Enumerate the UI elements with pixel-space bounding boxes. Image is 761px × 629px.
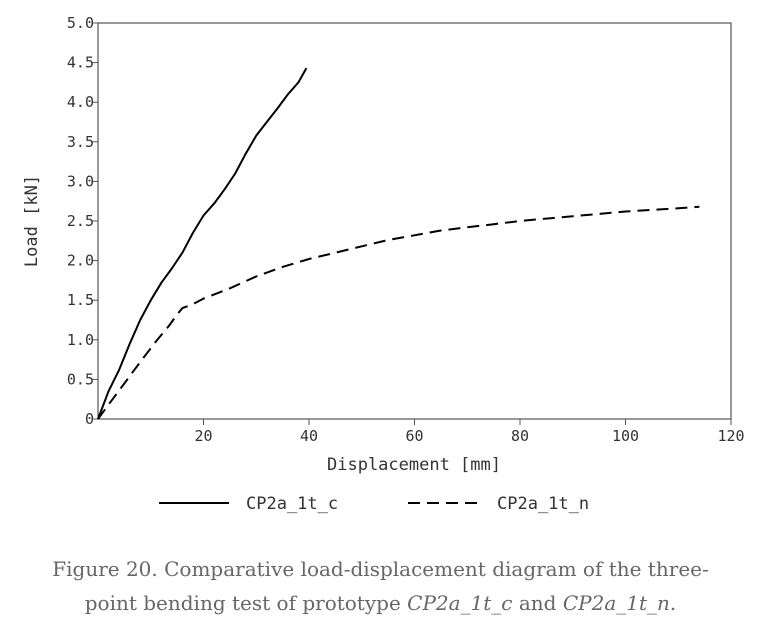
plot-frame bbox=[97, 22, 732, 420]
legend-label-cp2a-1t-c: CP2a_1t_c bbox=[246, 494, 338, 514]
y-tick-label: 3.5 bbox=[67, 133, 94, 151]
y-tick-label: 2.0 bbox=[67, 252, 94, 270]
y-tick-label: 1.0 bbox=[67, 331, 94, 349]
caption-series-n: CP2a_1t_n bbox=[562, 591, 670, 615]
y-tick-label: 3.0 bbox=[67, 172, 94, 190]
y-tick-label: 5.0 bbox=[67, 14, 94, 32]
x-tick-label: 40 bbox=[300, 427, 318, 445]
y-tick-label: 4.5 bbox=[67, 54, 94, 72]
x-tick-label: 60 bbox=[405, 427, 423, 445]
y-tick-label: 4.0 bbox=[67, 93, 94, 111]
caption-line-1: Figure 20. Comparative load-displacement… bbox=[20, 552, 741, 586]
legend-label-cp2a-1t-n: CP2a_1t_n bbox=[497, 494, 589, 514]
y-tick-label: 2.5 bbox=[67, 212, 94, 230]
legend: CP2a_1t_c CP2a_1t_n bbox=[159, 494, 589, 514]
y-axis-ticks: 0 0.5 1.0 1.5 2.0 2.5 3.0 3.5 4.0 4.5 5.0 bbox=[67, 14, 98, 428]
x-tick-label: 120 bbox=[717, 427, 744, 445]
caption-connector: and bbox=[512, 591, 563, 615]
figure-caption: Figure 20. Comparative load-displacement… bbox=[20, 552, 741, 620]
caption-line-2: point bending test of prototype CP2a_1t_… bbox=[20, 586, 741, 620]
y-tick-label: 0.5 bbox=[67, 370, 94, 388]
caption-line-1-text: Figure 20. Comparative load-displacement… bbox=[52, 557, 709, 581]
caption-line-2-suffix: . bbox=[669, 591, 677, 615]
x-tick-label: 100 bbox=[612, 427, 639, 445]
caption-series-c: CP2a_1t_c bbox=[407, 591, 513, 615]
y-tick-label: 0 bbox=[85, 410, 94, 428]
series-layer bbox=[97, 67, 700, 420]
y-axis-label: Load [kN] bbox=[22, 175, 42, 267]
caption-line-2-prefix: point bending test of prototype bbox=[84, 591, 408, 615]
x-tick-label: 20 bbox=[194, 427, 212, 445]
y-tick-label: 1.5 bbox=[67, 291, 94, 309]
x-axis-ticks: 20 40 60 80 100 120 bbox=[194, 419, 745, 445]
x-tick-label: 80 bbox=[511, 427, 529, 445]
series-line-cp2a-1t-c bbox=[97, 67, 308, 420]
x-axis-label: Displacement [mm] bbox=[327, 455, 501, 475]
series-line-cp2a-1t-n bbox=[97, 205, 700, 420]
